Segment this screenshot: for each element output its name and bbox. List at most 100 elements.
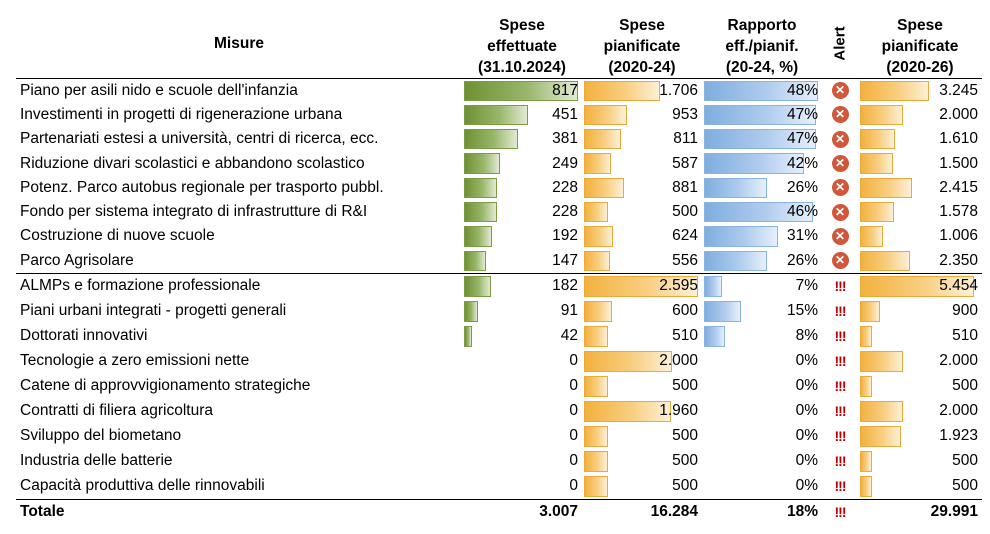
planned24-value: 953 (672, 105, 698, 123)
planned26-value: 2.000 (939, 105, 978, 123)
x-circle-icon: ✕ (831, 82, 849, 100)
alert-cell: !!! (822, 272, 858, 299)
planned26-cell: 1.006 (858, 224, 982, 248)
alert-cell: !!! (822, 299, 858, 324)
spent-bar (464, 153, 501, 174)
spent-value: 228 (552, 178, 578, 196)
planned24-value: 624 (672, 227, 698, 245)
header-spent-line3: (31.10.2024) (478, 58, 566, 76)
spent-value: 817 (552, 81, 578, 99)
planned26-bar (860, 129, 896, 150)
ratio-bar (704, 226, 779, 247)
planned26-value: 5.454 (939, 277, 978, 295)
spent-bar (464, 177, 498, 198)
ratio-value: 15% (786, 302, 818, 320)
planned26-value: 1.578 (939, 203, 978, 221)
header-ratio-line1: Rapporto (727, 16, 797, 34)
ratio-cell: 8% (702, 324, 822, 349)
spent-cell: 381 (462, 127, 582, 151)
alert-cell: ✕ (822, 200, 858, 224)
ratio-value: 31% (786, 227, 818, 245)
ratio-bar (704, 325, 725, 347)
header-spent-line1: Spese (499, 16, 545, 34)
total-planned26-cell: 29.991 (858, 498, 982, 525)
planned26-value: 500 (952, 377, 978, 395)
planned24-cell: 2.000 (582, 349, 702, 374)
ratio-cell: 48% (702, 78, 822, 103)
planned24-value: 500 (672, 477, 698, 495)
planned26-cell: 3.245 (858, 78, 982, 103)
planned24-cell: 587 (582, 151, 702, 175)
header-measure: Misure (16, 10, 462, 79)
ratio-value: 7% (795, 277, 818, 295)
measure-name: Piano per asili nido e scuole dell'infan… (20, 81, 298, 99)
planned24-value: 1.706 (659, 81, 698, 99)
measure-name: ALMPs e formazione professionale (16, 272, 462, 299)
alert-cell: ✕ (822, 151, 858, 175)
spent-value: 0 (569, 452, 578, 470)
planned26-cell: 500 (858, 474, 982, 500)
planned26-cell: 2.000 (858, 349, 982, 374)
alert-cell: ✕ (822, 78, 858, 103)
planned24-bar (584, 400, 671, 422)
x-circle-icon: ✕ (831, 130, 849, 148)
planned26-bar (860, 226, 883, 247)
planned26-bar (860, 177, 912, 198)
planned24-cell: 500 (582, 424, 702, 449)
table-row: Potenz. Parco autobus regionale per tras… (16, 176, 982, 200)
planned26-cell: 500 (858, 374, 982, 399)
planned26-bar (860, 80, 929, 101)
ratio-cell: 47% (702, 127, 822, 151)
planned26-cell: 1.500 (858, 151, 982, 175)
planned24-cell: 1.960 (582, 399, 702, 424)
spent-bar (464, 226, 493, 247)
planned24-cell: 500 (582, 374, 702, 399)
planned24-bar (584, 325, 608, 347)
total-spent-cell: 3.007 (462, 498, 582, 525)
triple-exclamation-icon: !!! (834, 452, 847, 469)
header-alert: Alert (822, 10, 858, 79)
planned24-value: 500 (672, 203, 698, 221)
planned24-value: 600 (672, 302, 698, 320)
planned24-value: 510 (672, 327, 698, 345)
spent-value: 228 (552, 203, 578, 221)
spent-cell: 0 (462, 474, 582, 500)
spent-value: 182 (552, 277, 578, 295)
total-spent-value: 3.007 (539, 503, 578, 521)
ratio-bar (704, 250, 767, 271)
planned24-cell: 500 (582, 200, 702, 224)
header-planned26-line3: (2020-26) (886, 58, 954, 76)
planned24-cell: 600 (582, 299, 702, 324)
planned26-value: 2.000 (939, 352, 978, 370)
header-planned26-line1: Spese (897, 16, 943, 34)
planned24-bar (584, 104, 628, 126)
spent-bar (464, 275, 491, 297)
table-body: Piano per asili nido e scuole dell'infan… (16, 78, 982, 525)
ratio-bar (704, 104, 816, 126)
planned24-cell: 510 (582, 324, 702, 349)
ratio-cell: 0% (702, 424, 822, 449)
measure-name: Catene di approvvigionamento strategiche (20, 377, 311, 395)
measure-name: Potenz. Parco autobus regionale per tras… (20, 178, 384, 196)
planned24-bar (584, 450, 608, 472)
planned24-cell: 500 (582, 474, 702, 500)
planned24-bar (584, 177, 625, 198)
table-row: ALMPs e formazione professionale 182 2.595… (16, 272, 982, 299)
ratio-bar (704, 201, 814, 223)
planned26-cell: 1.578 (858, 200, 982, 224)
planned24-value: 1.960 (659, 402, 698, 420)
planned26-bar (860, 104, 904, 126)
triple-exclamation-icon: !!! (834, 402, 847, 419)
planned24-value: 500 (672, 452, 698, 470)
ratio-bar (704, 80, 818, 101)
table-row: Tecnologie a zero emissioni nette 0 2.000 0… (16, 349, 982, 374)
ratio-cell: 26% (702, 176, 822, 200)
total-planned26-value: 29.991 (930, 503, 978, 521)
table-row: Piano per asili nido e scuole dell'infan… (16, 78, 982, 103)
header-planned24-line3: (2020-24) (608, 58, 676, 76)
planned26-bar (860, 375, 873, 397)
header-planned24-line2: pianificate (603, 37, 681, 55)
table-row: Catene di approvvigionamento strategiche… (16, 374, 982, 399)
ratio-cell: 31% (702, 224, 822, 248)
spent-bar (464, 129, 519, 150)
